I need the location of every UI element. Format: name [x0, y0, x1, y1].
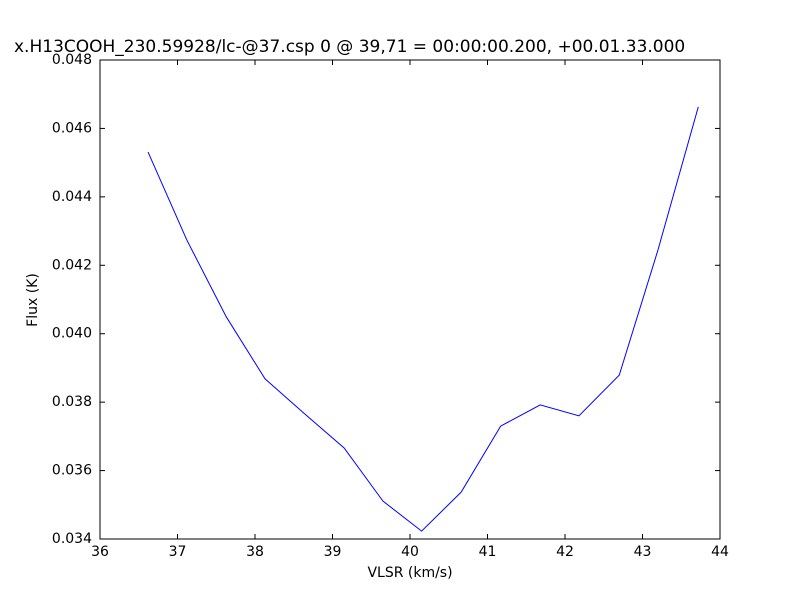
chart-title: x.H13COOH_230.59928/lc-@37.csp 0 @ 39,71… — [14, 37, 685, 57]
y-tick-label: 0.046 — [52, 120, 92, 136]
y-tick-label: 0.036 — [52, 463, 92, 479]
x-tick-label: 39 — [324, 544, 342, 560]
x-tick-label: 43 — [634, 544, 652, 560]
x-tick-label: 41 — [479, 544, 497, 560]
x-axis-label: VLSR (km/s) — [367, 565, 452, 581]
y-tick-label: 0.038 — [52, 394, 92, 410]
x-tick-label: 44 — [711, 544, 729, 560]
data-line — [147, 106, 699, 532]
x-tick-label: 36 — [91, 544, 109, 560]
y-tick-label: 0.048 — [52, 52, 92, 68]
y-tick-label: 0.042 — [52, 257, 92, 273]
x-tick-label: 40 — [401, 544, 419, 560]
y-axis-label: Flux (K) — [25, 273, 41, 327]
x-tick-label: 38 — [246, 544, 264, 560]
y-tick-label: 0.044 — [52, 189, 92, 205]
x-tick-label: 37 — [169, 544, 187, 560]
y-tick-label: 0.040 — [52, 326, 92, 342]
y-tick-label: 0.034 — [52, 531, 92, 547]
x-tick-label: 42 — [556, 544, 574, 560]
